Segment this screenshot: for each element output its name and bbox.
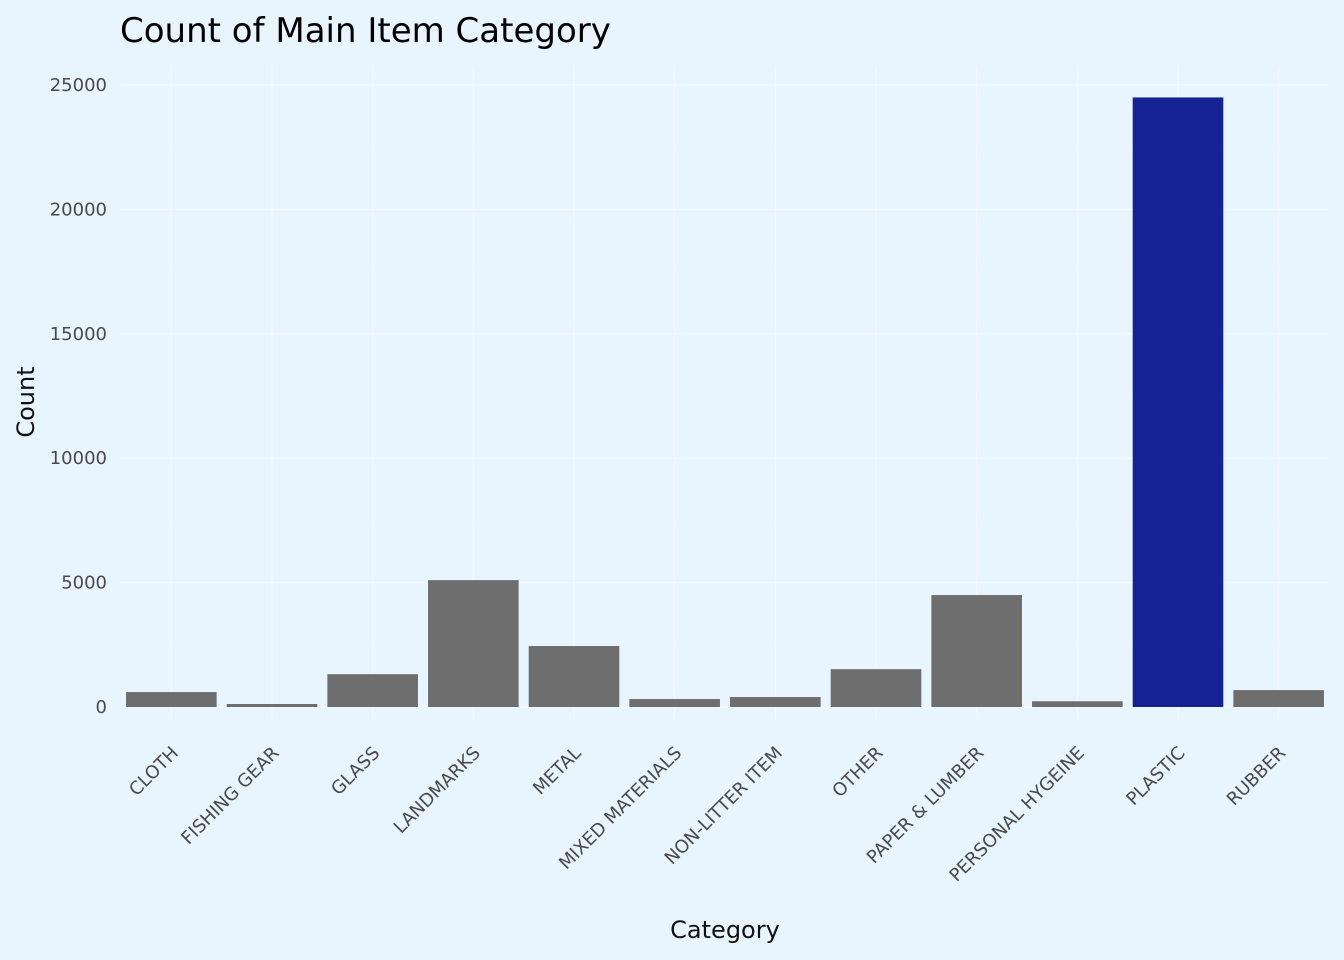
bar-metal <box>528 646 620 707</box>
x-tick-label-fishing-gear: FISHING GEAR <box>177 743 283 849</box>
x-tick-label-plastic: PLASTIC <box>1122 743 1189 810</box>
bar-other <box>830 669 922 707</box>
x-tick-label-cloth: CLOTH <box>125 743 183 801</box>
y-axis-title: Count <box>12 366 40 437</box>
bar-plastic <box>1132 97 1224 707</box>
x-axis-title: Category <box>670 916 780 944</box>
bar-cloth <box>126 692 217 707</box>
bar-personal-hygeine <box>1032 701 1123 707</box>
y-tick-label: 25000 <box>50 75 107 96</box>
x-tick-label-rubber: RUBBER <box>1223 743 1290 810</box>
y-tick-label: 0 <box>96 697 107 718</box>
x-tick-label-landmarks: LANDMARKS <box>390 743 485 838</box>
y-tick-label: 5000 <box>61 573 107 594</box>
x-tick-label-other: OTHER <box>828 743 887 802</box>
y-tick-label: 10000 <box>50 448 107 469</box>
bar-fishing-gear <box>226 704 318 707</box>
bar-mixed-materials <box>629 699 720 707</box>
bar-glass <box>327 674 418 707</box>
x-tick-label-glass: GLASS <box>327 743 384 800</box>
chart-title: Count of Main Item Category <box>120 11 611 51</box>
y-tick-label: 15000 <box>50 324 107 345</box>
bar-non-litter-item <box>730 697 821 707</box>
x-tick-label-metal: METAL <box>529 743 585 799</box>
bar-landmarks <box>428 580 519 707</box>
y-tick-label: 20000 <box>50 199 107 220</box>
y-axis-ticks: 0 5000 10000 15000 20000 25000 <box>50 75 107 718</box>
bars <box>126 97 1324 707</box>
bar-rubber <box>1233 690 1324 707</box>
bar-paper-and-lumber <box>931 595 1022 707</box>
